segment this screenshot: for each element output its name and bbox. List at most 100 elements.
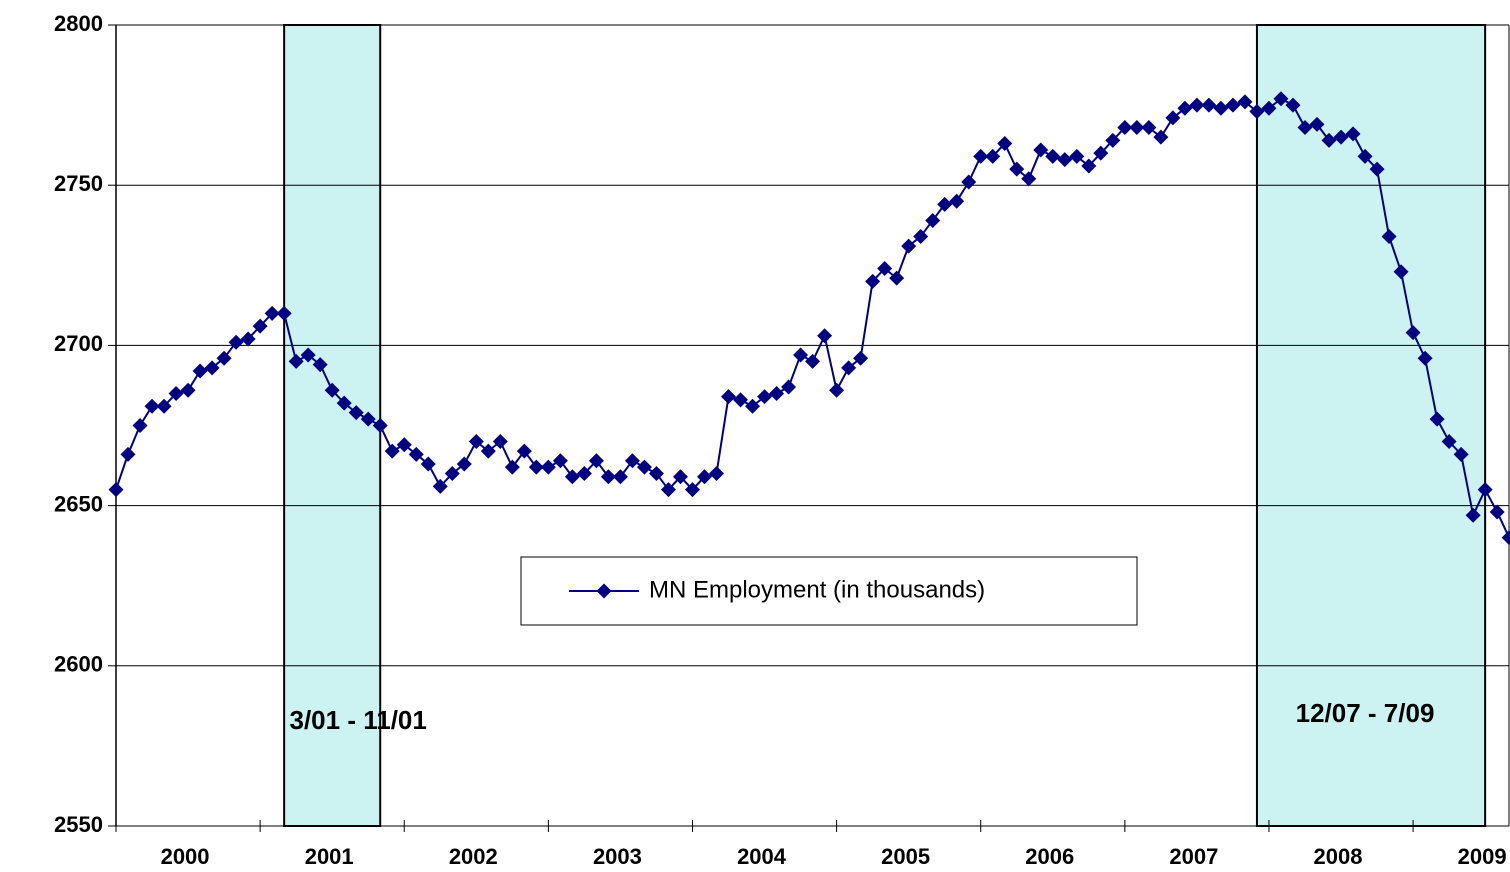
x-tick-label: 2000 bbox=[161, 844, 210, 869]
point-marker bbox=[721, 389, 737, 405]
point-marker bbox=[1105, 132, 1121, 148]
point-marker bbox=[985, 148, 1001, 164]
point-marker bbox=[348, 405, 364, 421]
point-marker bbox=[973, 148, 989, 164]
point-marker bbox=[1117, 120, 1133, 136]
point-marker bbox=[925, 212, 941, 228]
point-marker bbox=[1489, 504, 1505, 520]
point-marker bbox=[480, 443, 496, 459]
point-marker bbox=[1201, 97, 1217, 113]
point-marker bbox=[576, 466, 592, 482]
point-marker bbox=[1417, 350, 1433, 366]
point-marker bbox=[1369, 161, 1385, 177]
point-marker bbox=[528, 459, 544, 475]
point-marker bbox=[745, 398, 761, 414]
point-marker bbox=[853, 350, 869, 366]
point-marker bbox=[204, 360, 220, 376]
point-marker bbox=[600, 469, 616, 485]
point-marker bbox=[1501, 530, 1510, 546]
point-marker bbox=[1177, 100, 1193, 116]
point-marker bbox=[769, 385, 785, 401]
point-marker bbox=[1141, 120, 1157, 136]
point-marker bbox=[168, 385, 184, 401]
point-marker bbox=[120, 446, 136, 462]
point-marker bbox=[1381, 228, 1397, 244]
point-marker bbox=[312, 357, 328, 373]
point-marker bbox=[1189, 97, 1205, 113]
point-marker bbox=[1009, 161, 1025, 177]
legend-marker bbox=[596, 583, 612, 599]
point-marker bbox=[432, 478, 448, 494]
point-marker bbox=[733, 392, 749, 408]
x-tick-label: 2006 bbox=[1025, 844, 1074, 869]
point-marker bbox=[384, 443, 400, 459]
point-marker bbox=[1345, 126, 1361, 142]
y-tick-label: 2600 bbox=[54, 652, 103, 677]
point-marker bbox=[324, 382, 340, 398]
x-tick-label: 2004 bbox=[737, 844, 787, 869]
legend-label: MN Employment (in thousands) bbox=[649, 576, 985, 603]
point-marker bbox=[276, 305, 292, 321]
point-marker bbox=[1129, 120, 1145, 136]
point-marker bbox=[1321, 132, 1337, 148]
point-marker bbox=[456, 456, 472, 472]
point-marker bbox=[1297, 120, 1313, 136]
point-marker bbox=[1069, 148, 1085, 164]
point-marker bbox=[757, 389, 773, 405]
point-marker bbox=[1393, 264, 1409, 280]
point-marker bbox=[1153, 129, 1169, 145]
point-marker bbox=[108, 482, 124, 498]
point-marker bbox=[588, 453, 604, 469]
point-marker bbox=[1237, 94, 1253, 110]
point-marker bbox=[408, 446, 424, 462]
point-marker bbox=[841, 360, 857, 376]
point-marker bbox=[240, 331, 256, 347]
point-marker bbox=[1165, 110, 1181, 126]
point-marker bbox=[468, 434, 484, 450]
point-marker bbox=[540, 459, 556, 475]
y-tick-label: 2800 bbox=[54, 11, 103, 36]
y-tick-label: 2700 bbox=[54, 331, 103, 356]
point-marker bbox=[901, 238, 917, 254]
point-marker bbox=[420, 456, 436, 472]
point-marker bbox=[444, 466, 460, 482]
point-marker bbox=[1273, 91, 1289, 107]
point-marker bbox=[937, 196, 953, 212]
x-tick-label: 2003 bbox=[593, 844, 642, 869]
point-marker bbox=[372, 418, 388, 433]
point-marker bbox=[1333, 129, 1349, 145]
point-marker bbox=[696, 469, 712, 485]
period-label: 12/07 - 7/09 bbox=[1296, 698, 1435, 728]
point-marker bbox=[1081, 158, 1097, 174]
point-marker bbox=[1261, 100, 1277, 116]
point-marker bbox=[1249, 104, 1265, 120]
y-tick-label: 2650 bbox=[54, 491, 103, 516]
point-marker bbox=[144, 398, 160, 414]
point-marker bbox=[1453, 446, 1469, 462]
point-marker bbox=[709, 466, 724, 482]
x-tick-label: 2001 bbox=[305, 844, 354, 869]
point-marker bbox=[672, 469, 688, 485]
period-label: 3/01 - 11/01 bbox=[290, 705, 427, 735]
point-marker bbox=[156, 398, 172, 414]
point-marker bbox=[1285, 97, 1301, 113]
point-marker bbox=[1465, 507, 1481, 523]
point-marker bbox=[492, 434, 508, 450]
point-marker bbox=[252, 318, 268, 334]
point-marker bbox=[949, 193, 965, 209]
point-marker bbox=[216, 350, 232, 366]
point-marker bbox=[1093, 145, 1109, 161]
point-marker bbox=[228, 334, 244, 350]
point-marker bbox=[1441, 434, 1457, 450]
point-marker bbox=[264, 305, 280, 321]
point-marker bbox=[192, 363, 208, 379]
point-marker bbox=[300, 347, 316, 363]
point-marker bbox=[132, 418, 148, 433]
x-tick-label: 2005 bbox=[881, 844, 930, 869]
point-marker bbox=[1213, 100, 1229, 116]
point-marker bbox=[1225, 97, 1241, 113]
point-marker bbox=[1429, 411, 1445, 427]
point-marker bbox=[660, 482, 676, 498]
point-marker bbox=[1405, 325, 1421, 341]
